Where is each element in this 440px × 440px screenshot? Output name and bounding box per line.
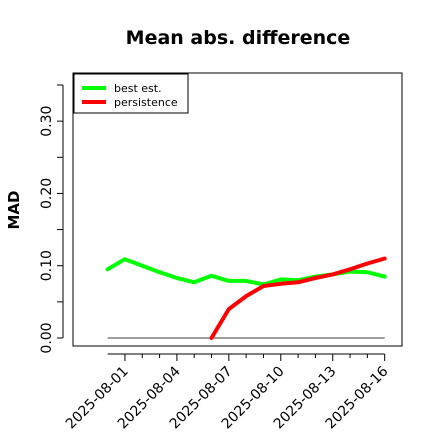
chart-title: Mean abs. difference (126, 27, 351, 49)
legend-label-best-est: best est. (114, 82, 162, 95)
legend: best est.persistence (73, 73, 189, 114)
y-tick-label: 0.10 (39, 250, 55, 281)
series-layer (105, 256, 387, 340)
legend-label-persistence: persistence (114, 96, 178, 109)
series-line-persistence (209, 256, 387, 340)
y-tick-label: 0.00 (39, 322, 55, 353)
y-tick-label: 0.30 (39, 106, 55, 137)
y-axis-label: MAD (5, 191, 23, 230)
plot-frame (72, 72, 403, 347)
x-axis: 2025-08-012025-08-042025-08-072025-08-10… (63, 353, 392, 432)
legend-box (73, 73, 189, 114)
y-axis: 0.00 0.10 0.20 0.30 (39, 84, 64, 354)
y-tick-label: 0.20 (39, 178, 55, 209)
